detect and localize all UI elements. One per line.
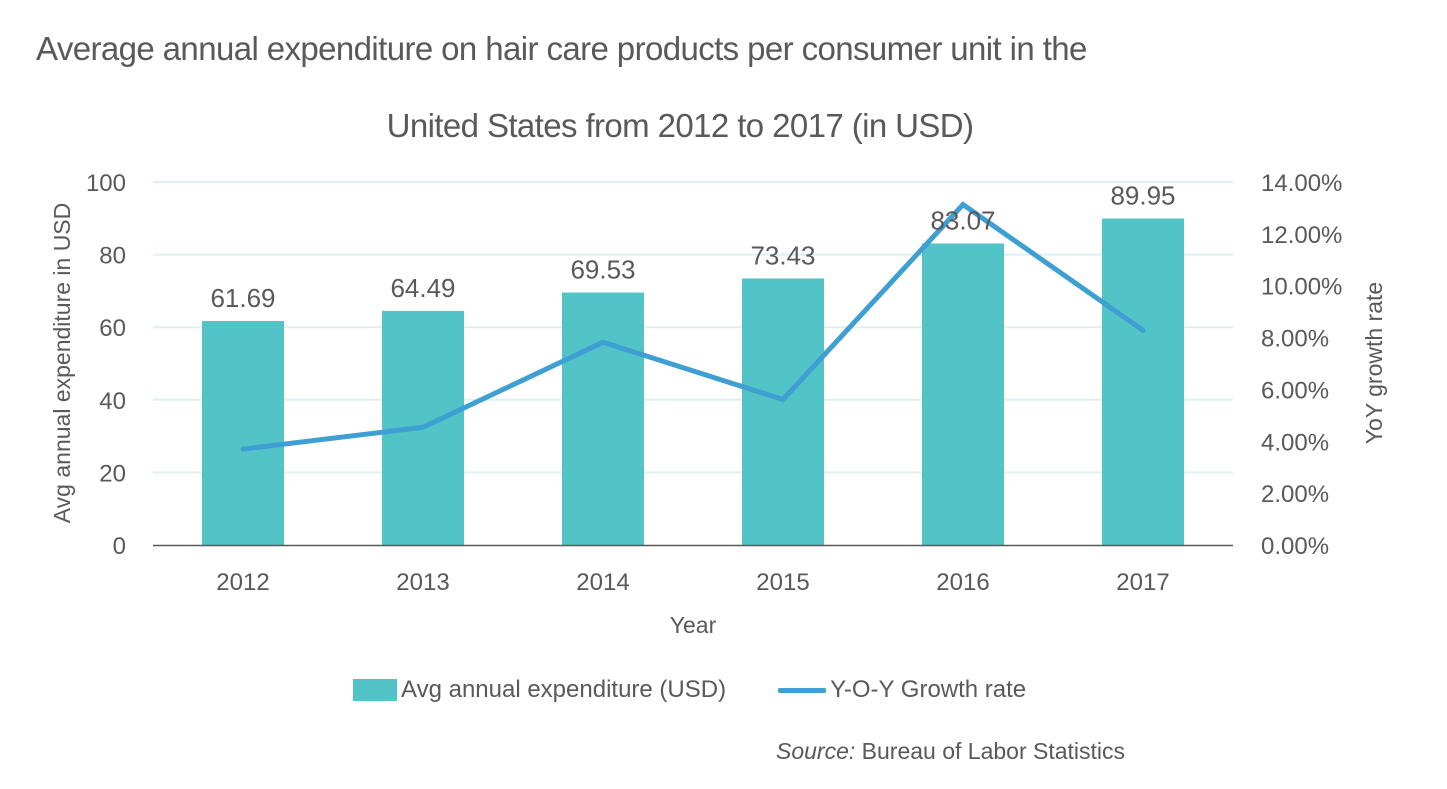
y-tick-label: 80: [99, 243, 126, 270]
growth-rate-line: [240, 201, 1146, 452]
y-axis-left-title: Avg annual expenditure in USD: [49, 203, 75, 524]
y2-tick-label: 8.00%: [1261, 326, 1329, 353]
legend-item-expenditure: Avg annual expenditure (USD): [353, 676, 726, 704]
gridlines: [153, 181, 1233, 474]
y2-tick-label: 6.00%: [1261, 377, 1329, 404]
y-tick-label: 0: [113, 533, 126, 560]
legend-label-growth: Y-O-Y Growth rate: [830, 676, 1027, 703]
y-axis-right-title: YoY growth rate: [1361, 282, 1387, 444]
y2-tick-label: 14.00%: [1261, 170, 1342, 197]
bar-data-label: 73.43: [750, 240, 815, 270]
y2-tick-label: 2.00%: [1261, 481, 1329, 508]
bar-data-label: 83.07: [930, 205, 995, 235]
data-labels: 61.69 64.49 69.53 73.43 83.07 89.95: [210, 180, 1175, 313]
legend: Avg annual expenditure (USD) Y-O-Y Growt…: [353, 676, 1026, 704]
y-axis-right-ticks: 0.00% 2.00% 4.00% 6.00% 8.00% 10.00% 12.00% 14.…: [1261, 170, 1342, 560]
y2-tick-label: 12.00%: [1261, 222, 1342, 249]
chart-title-line-2: United States from 2012 to 2017 (in USD): [386, 107, 974, 144]
legend-item-growth: Y-O-Y Growth rate: [778, 676, 1026, 704]
bar-data-label: 61.69: [210, 283, 275, 313]
x-tick-label: 2017: [1116, 569, 1169, 596]
bar-series: [202, 218, 1184, 545]
x-axis-title: Year: [670, 612, 717, 638]
source-text: Bureau of Labor Statistics: [855, 738, 1126, 764]
source-prefix: Source:: [776, 738, 856, 764]
y-tick-label: 20: [99, 460, 126, 487]
legend-label-expenditure: Avg annual expenditure (USD): [401, 676, 727, 703]
y-tick-label: 100: [86, 170, 126, 197]
source-note: Source: Bureau of Labor Statistics: [776, 738, 1125, 765]
bar-data-label: 89.95: [1110, 180, 1175, 210]
x-axis-ticks: 2012 2013 2014 2015 2016 2017: [216, 569, 1169, 596]
y2-tick-label: 4.00%: [1261, 429, 1329, 456]
bar: [202, 321, 284, 545]
x-tick-label: 2015: [756, 569, 809, 596]
y2-tick-label: 0.00%: [1261, 533, 1329, 560]
legend-line-swatch-icon: [778, 687, 827, 693]
bar: [742, 278, 824, 545]
chart-title-line-1: Average annual expenditure on hair care …: [36, 30, 1087, 67]
x-tick-label: 2013: [396, 569, 449, 596]
bar: [562, 292, 644, 545]
x-tick-label: 2014: [576, 569, 629, 596]
bar: [1102, 218, 1184, 545]
bar-data-label: 69.53: [570, 255, 635, 285]
bar: [922, 243, 1004, 545]
y2-tick-label: 10.00%: [1261, 274, 1342, 301]
bar-data-label: 64.49: [390, 273, 455, 303]
x-tick-label: 2012: [216, 569, 269, 596]
legend-bar-swatch-icon: [353, 679, 397, 701]
y-tick-label: 60: [99, 315, 126, 342]
line-series: [240, 201, 1146, 452]
y-tick-label: 40: [99, 388, 126, 415]
y-axis-left-ticks: 0 20 40 60 80 100: [86, 170, 126, 560]
x-tick-label: 2016: [936, 569, 989, 596]
